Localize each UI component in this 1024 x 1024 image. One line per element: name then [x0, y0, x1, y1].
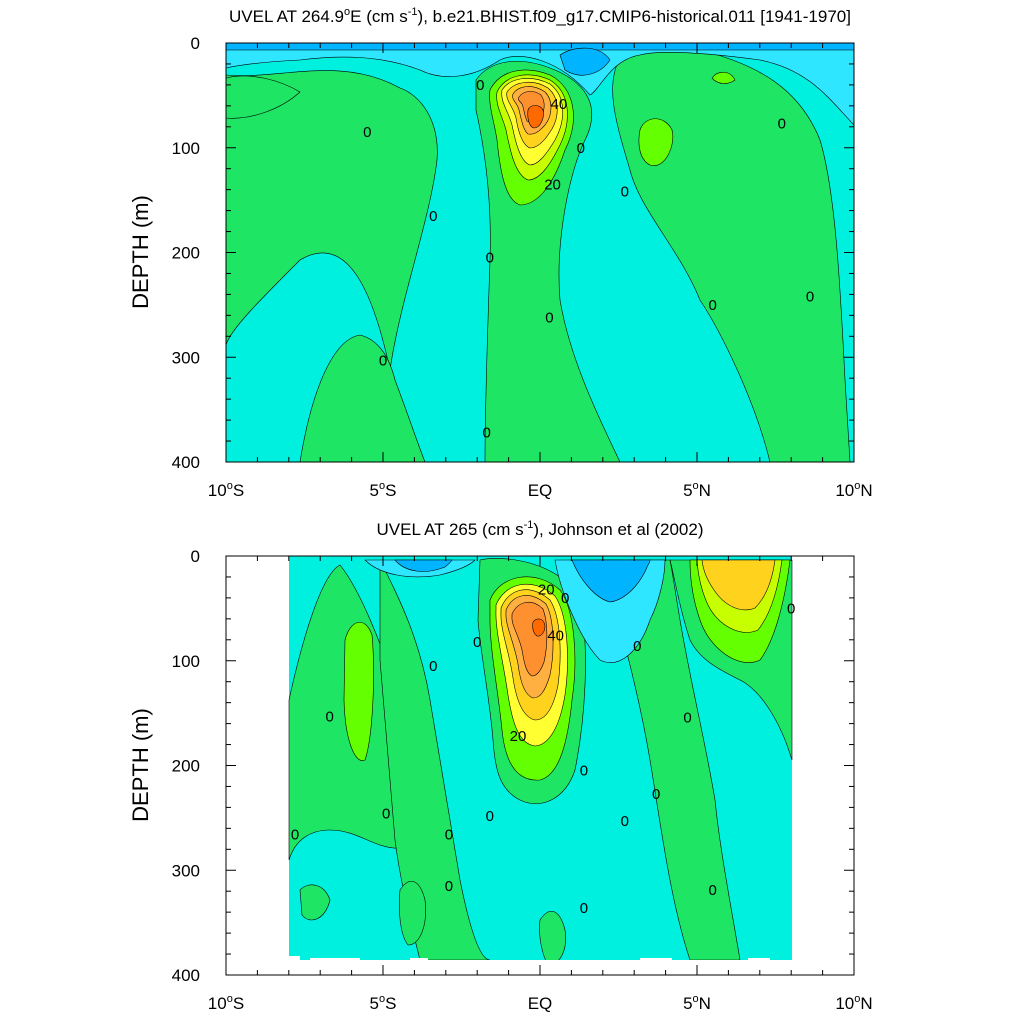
contour-label: 40: [550, 96, 567, 113]
x-tick-label: EQ: [528, 994, 553, 1013]
p2-cyan-east: [554, 559, 666, 663]
panel2-x-tick-labels: 10oS 5oS EQ 5oN 10oN: [208, 993, 873, 1013]
p1-east-lightgreen: [638, 118, 674, 166]
contour-label: 0: [473, 634, 481, 651]
panel1-title: UVEL AT 264.9oE (cm s-1), b.e21.BHIST.f0…: [229, 6, 851, 26]
p1-east-green: [612, 46, 851, 462]
p2-deep-spot-2: [398, 881, 426, 946]
contour-label: 0: [429, 208, 437, 225]
p1-cyan-pocket: [559, 47, 611, 76]
p1-east-spot: [711, 71, 736, 84]
p1-deep-green-west: [299, 334, 426, 462]
panel-model: UVEL AT 264.9oE (cm s-1), b.e21.BHIST.f0…: [128, 6, 873, 500]
y-tick-label: 400: [172, 453, 200, 472]
panel1-ylabel: DEPTH (m): [128, 195, 153, 309]
panel1-field: [226, 43, 854, 462]
p1-surface-cyan: [226, 43, 854, 126]
y-tick-label: 0: [191, 34, 200, 53]
contour-label: 0: [325, 708, 333, 725]
contour-label: 20: [510, 728, 527, 745]
panel2-contour-labels: 20 0 0 40 0 0 20 0 0 0 0 0 0 0 0 0 0 0 0 0: [291, 582, 795, 917]
p2-deep-spot-1: [299, 884, 331, 921]
y-tick-label: 0: [191, 547, 200, 566]
p2-mid-west-green: [379, 559, 491, 961]
contour-label: 0: [379, 352, 387, 369]
x-tick-label: 5oS: [370, 993, 397, 1013]
contour-label: 0: [486, 808, 494, 825]
contour-label: 0: [778, 116, 786, 133]
p2-euc-core: [532, 618, 546, 637]
panel-observed: UVEL AT 265 (cm s-1), Johnson et al (200…: [128, 519, 873, 1013]
p2-west-lightgreen: [343, 622, 374, 761]
contour-label: 0: [363, 124, 371, 141]
y-tick-label: 400: [172, 966, 200, 985]
contour-label: 0: [577, 140, 585, 157]
p1-westward-green: [226, 70, 438, 371]
panel1-ticks: [225, 42, 855, 463]
x-tick-label: 5oS: [370, 480, 397, 500]
p1-euc-core: [527, 105, 544, 129]
panel2-y-tick-labels: 0 100 200 300 400: [172, 547, 200, 985]
y-tick-label: 200: [172, 244, 200, 263]
p1-west-lobe: [226, 75, 301, 119]
panel2-title: UVEL AT 265 (cm s-1), Johnson et al (200…: [377, 519, 704, 539]
panel1-y-tick-labels: 0 100 200 300 400: [172, 34, 200, 472]
x-tick-label: 10oN: [835, 993, 872, 1013]
contour-label: 0: [580, 763, 588, 780]
x-tick-label: 10oS: [208, 480, 244, 500]
contour-label: 0: [652, 786, 660, 803]
panel2-ticks: [225, 555, 855, 976]
contour-label: 0: [621, 184, 629, 201]
contour-label: 0: [291, 827, 299, 844]
contour-label: 0: [787, 600, 795, 617]
y-tick-label: 100: [172, 139, 200, 158]
contour-label: 0: [382, 806, 390, 823]
x-tick-label: 10oS: [208, 993, 244, 1013]
p2-mask-steps: [289, 956, 770, 975]
contour-label: 0: [709, 297, 717, 314]
y-tick-label: 200: [172, 757, 200, 776]
contour-label: 40: [547, 628, 564, 645]
y-tick-label: 300: [172, 861, 200, 880]
contour-label: 20: [544, 176, 561, 193]
panel1-contour-labels: 0 0 0 0 0 0 0 0 0 0 0 0 40 20: [363, 77, 814, 442]
contour-label: 0: [621, 813, 629, 830]
x-tick-label: 10oN: [835, 480, 872, 500]
p2-cyan-east-dark: [571, 559, 651, 603]
p2-cyan-west-dark: [394, 559, 453, 572]
contour-label: 0: [429, 658, 437, 675]
contour-label: 0: [482, 425, 490, 442]
contour-label: 20: [538, 582, 555, 599]
contour-label: 0: [561, 590, 569, 607]
y-tick-label: 100: [172, 652, 200, 671]
contour-label: 0: [633, 638, 641, 655]
panel1-x-tick-labels: 10oS 5oS EQ 5oN 10oN: [208, 480, 873, 500]
p2-deep-spot-3: [539, 911, 566, 966]
contour-label: 0: [486, 250, 494, 267]
contour-label: 0: [683, 709, 691, 726]
contour-label: 0: [445, 827, 453, 844]
contour-label: 0: [580, 900, 588, 917]
p2-east-green-band: [599, 559, 741, 961]
y-tick-label: 300: [172, 348, 200, 367]
x-tick-label: 5oN: [683, 993, 711, 1013]
x-tick-label: EQ: [528, 481, 553, 500]
contour-label: 0: [545, 309, 553, 326]
contour-label: 0: [445, 878, 453, 895]
panel2-ylabel: DEPTH (m): [128, 708, 153, 822]
contour-label: 0: [476, 77, 484, 94]
contour-label: 0: [709, 882, 717, 899]
p2-east-c2: [701, 559, 776, 611]
contour-label: 0: [806, 288, 814, 305]
panel2-field: [288, 556, 793, 975]
x-tick-label: 5oN: [683, 480, 711, 500]
